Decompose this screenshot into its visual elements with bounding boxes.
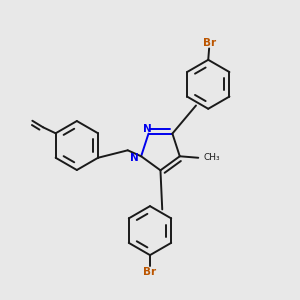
Text: N: N bbox=[130, 153, 139, 163]
Text: CH₃: CH₃ bbox=[203, 153, 220, 162]
Text: Br: Br bbox=[203, 38, 216, 48]
Text: Br: Br bbox=[143, 266, 157, 277]
Text: N: N bbox=[142, 124, 152, 134]
